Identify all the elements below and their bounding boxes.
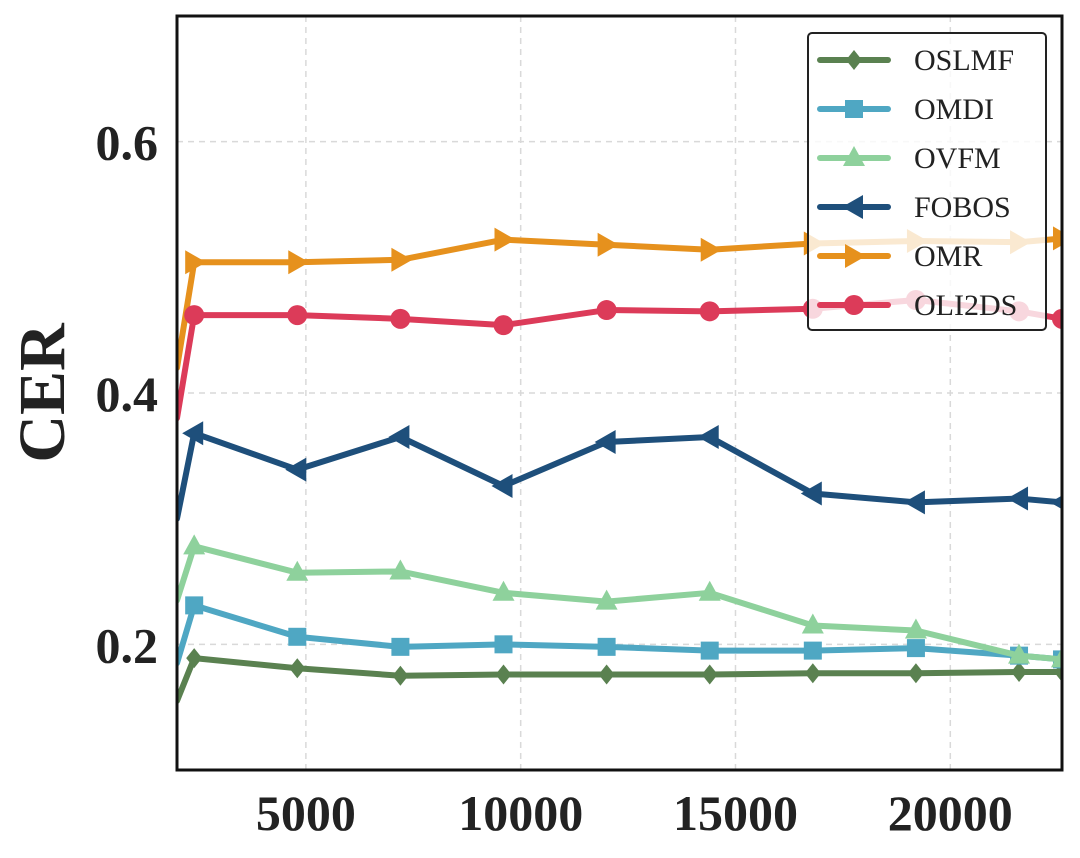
legend-label: FOBOS <box>914 191 1011 224</box>
legend-item-fobos: FOBOS <box>817 191 1011 224</box>
data-point <box>390 308 411 329</box>
series-oslmf <box>177 648 1062 704</box>
legend: OSLMF OMDI OVFM FOBOS OMR OLI2DS <box>807 32 1047 331</box>
data-point <box>907 663 924 684</box>
data-point <box>700 641 719 660</box>
data-point <box>596 300 617 321</box>
data-point <box>492 580 515 601</box>
tick-labels: 5000 10000 15000 20000 0.2 0.4 0.6 <box>96 115 1013 841</box>
legend-marker <box>842 195 863 219</box>
plot-frame <box>175 14 1064 772</box>
legend-label: OVFM <box>914 142 1001 175</box>
data-point <box>185 596 204 615</box>
legend-marker <box>845 100 863 118</box>
data-point <box>185 250 207 275</box>
data-point <box>286 560 309 581</box>
data-point <box>391 247 413 272</box>
data-point <box>389 559 412 580</box>
legend-label: OSLMF <box>914 44 1014 77</box>
legend-item-omr: OMR <box>817 240 982 273</box>
data-point <box>388 424 410 449</box>
data-point <box>1052 308 1062 329</box>
y-tick-label: 0.4 <box>96 366 159 422</box>
legend-item-oslmf: OSLMF <box>817 44 1014 77</box>
legend-marker <box>845 244 866 268</box>
data-point <box>491 473 513 498</box>
y-axis-label: CER <box>6 322 79 463</box>
data-point <box>183 534 206 555</box>
data-point <box>287 305 308 326</box>
data-point <box>494 635 513 654</box>
data-point <box>698 580 721 601</box>
data-point <box>1051 647 1062 668</box>
data-point <box>906 639 925 658</box>
data-point <box>594 430 616 455</box>
data-point <box>700 237 722 262</box>
x-tick-label: 10000 <box>458 785 583 841</box>
x-tick-label: 20000 <box>888 785 1013 841</box>
data-point <box>701 664 718 685</box>
data-point <box>495 664 512 685</box>
data-point <box>800 481 822 506</box>
data-point <box>289 658 306 679</box>
legend-marker <box>843 146 865 166</box>
x-tick-label: 5000 <box>256 785 356 841</box>
data-point <box>493 315 514 336</box>
data-point <box>1008 643 1031 664</box>
data-point <box>801 613 824 634</box>
legend-box <box>807 32 1047 331</box>
data-point <box>1050 495 1062 510</box>
data-point <box>182 421 204 446</box>
data-point <box>903 490 925 515</box>
series-ovfm <box>177 534 1062 668</box>
legend-marker <box>846 50 862 70</box>
legend-label: OMDI <box>914 93 994 126</box>
data-point <box>904 618 927 639</box>
data-point <box>804 663 821 684</box>
x-tick-label: 15000 <box>673 785 798 841</box>
series-omdi <box>177 596 1062 669</box>
data-point <box>699 301 720 322</box>
legend-item-omdi: OMDI <box>817 93 994 126</box>
data-point <box>1007 486 1029 511</box>
data-point <box>285 457 307 482</box>
data-point <box>597 637 616 656</box>
data-point <box>597 232 619 257</box>
data-point <box>494 227 516 252</box>
data-point <box>288 627 307 646</box>
data-point <box>697 424 719 449</box>
series-fobos <box>177 421 1062 522</box>
y-tick-label: 0.6 <box>96 115 159 171</box>
legend-item-ovfm: OVFM <box>817 142 1001 175</box>
legend-item-oli2ds: OLI2DS <box>817 289 1017 322</box>
data-point <box>1011 661 1028 682</box>
legend-label: OLI2DS <box>914 289 1017 322</box>
data-point <box>803 641 822 660</box>
y-tick-label: 0.2 <box>96 617 159 673</box>
data-point <box>595 589 618 610</box>
data-point <box>184 305 205 326</box>
data-point <box>392 665 409 686</box>
legend-label: OMR <box>914 240 982 273</box>
data-point <box>391 637 410 656</box>
data-point <box>598 664 615 685</box>
legend-marker <box>844 295 864 315</box>
data-point <box>288 250 310 275</box>
data-point <box>186 648 203 669</box>
data-point <box>1053 226 1062 251</box>
